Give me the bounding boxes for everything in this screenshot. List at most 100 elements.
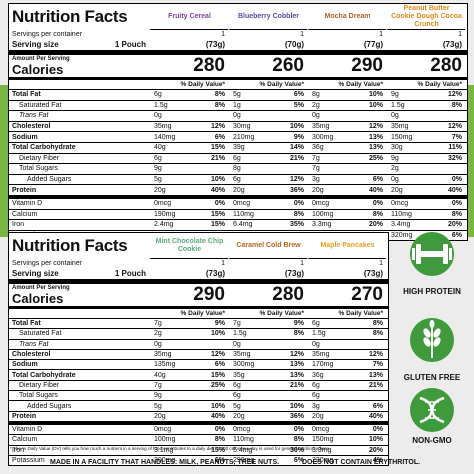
nutrient-amount: 0mcg xyxy=(233,426,251,434)
nutrient-cell: 9g 32% xyxy=(386,153,465,164)
nutrient-dv: 9% xyxy=(214,320,225,328)
nutrient-dv: 8% xyxy=(451,210,462,218)
calories-value: 290 xyxy=(307,55,386,77)
nutrient-dv: 8% xyxy=(372,320,383,328)
nutrient-cell: 210mg 9% xyxy=(228,132,307,142)
nutrient-amount: 8g xyxy=(233,165,241,173)
nutrient-dv: 9% xyxy=(293,133,304,141)
badge-label: GLUTEN FREE xyxy=(403,373,461,382)
nutrient-cell: 3.3mg 20% xyxy=(307,445,386,455)
nutrient-amount: 36g xyxy=(312,371,324,379)
nutrient-cell: 3g 6% xyxy=(307,401,386,411)
nutrient-row: Dietary Fiber 6g 21% 6g 21% 7g 25% 9g 32% xyxy=(9,153,467,165)
nutrient-amount: 190mg xyxy=(154,210,176,218)
nutrient-amount: 5g xyxy=(154,402,162,410)
nutrient-cell: 190mg 15% xyxy=(149,209,228,220)
nutrient-dv: 15% xyxy=(210,210,225,218)
nutrient-cell: 110mg 8% xyxy=(228,435,307,445)
serving-weight: (73g) xyxy=(228,267,307,279)
nutrient-label: Added Sugars xyxy=(27,176,72,184)
nutrient-dv: 8% xyxy=(451,101,462,109)
calories-value: 290 xyxy=(149,284,228,306)
nutrient-amount: 7g xyxy=(154,381,162,389)
nutrient-cell: 150mg 10% xyxy=(307,435,386,445)
nutrient-amount: 300mg xyxy=(233,361,255,369)
nutrient-dv: 12% xyxy=(210,123,225,131)
gmo-icon xyxy=(410,388,454,432)
nutrient-amount: 7g xyxy=(233,320,241,328)
nutrient-amount: 9g xyxy=(391,91,399,99)
nutrient-amount: 8g xyxy=(312,91,320,99)
dv-header-row: % Daily Value*% Daily Value*% Daily Valu… xyxy=(9,309,388,319)
nutrient-dv: 40% xyxy=(368,186,383,194)
nutrient-amount: 5g xyxy=(154,176,162,184)
nutrient-dv: 4% xyxy=(372,457,383,464)
serving-size-value: 1 Pouch xyxy=(114,39,146,49)
nutrient-dv: 8% xyxy=(214,436,225,444)
nutrient-dv: 15% xyxy=(210,221,225,229)
nutrient-amount: 20g xyxy=(233,412,245,420)
erythritol-note: DOES NOT CONTAIN ERYTHRITOL. xyxy=(302,459,421,466)
nutrient-label: Saturated Fat xyxy=(19,330,62,338)
nutrient-cell: 20g 40% xyxy=(307,411,386,421)
nutrient-dv: 0% xyxy=(451,176,462,184)
servings-value: 1 xyxy=(228,30,307,38)
nutrient-cell: 9g 12% xyxy=(386,90,465,100)
nutrient-dv: 7% xyxy=(451,133,462,141)
nutrient-amount: 150mg xyxy=(312,436,334,444)
nutrient-cell: 6g 21% xyxy=(307,380,386,391)
nutrient-row: Added Sugars 5g 10% 6g 12% 3g 6% 0g 0% xyxy=(9,174,467,186)
nutrient-dv: 15% xyxy=(210,144,225,152)
nutrient-cell: 0mcg 0% xyxy=(149,198,228,209)
nutrient-dv: 15% xyxy=(210,371,225,379)
nutrient-dv: 32% xyxy=(447,154,462,162)
nutrient-amount: 30g xyxy=(391,144,403,152)
nutrient-label: Sodium xyxy=(12,133,38,141)
nutrient-amount: 0mcg xyxy=(154,200,172,208)
nutrient-row: Potassium 300mg 6% 290mg 6% 230mg 4% xyxy=(9,455,388,466)
nutrient-cell: 5.4mg 30% xyxy=(228,445,307,455)
nutrient-amount: 0mcg xyxy=(312,200,330,208)
nutrient-dv: 6% xyxy=(214,457,225,464)
nutrient-amount: 0g xyxy=(312,340,320,348)
calories-row: Amount Per Serving Calories 280 260 290 280 xyxy=(9,55,467,80)
nutrient-cell: 6g 21% xyxy=(228,153,307,164)
nutrient-dv: 10% xyxy=(289,123,304,131)
calories-label: Calories xyxy=(12,290,64,306)
nutrient-amount: 39g xyxy=(233,144,245,152)
nutrient-cell: 30g 11% xyxy=(386,142,465,153)
nutrient-amount: 6g xyxy=(233,392,241,400)
nutrient-cell: 7g 9% xyxy=(149,319,228,329)
nutrient-dv: 13% xyxy=(289,371,304,379)
nutrient-dv: 40% xyxy=(447,186,462,194)
serving-size-row: Serving size 1 Pouch (73g) (73g) (73g) xyxy=(9,267,388,284)
nutrient-row: Saturated Fat 2g 10% 1.5g 8% 1.5g 8% xyxy=(9,329,388,340)
dv-header: % Daily Value* xyxy=(307,80,386,89)
nutrient-row: Calcium 190mg 15% 110mg 8% 100mg 8% 110mg 8% xyxy=(9,209,467,221)
nutrient-amount: 35mg xyxy=(154,123,172,131)
nutrient-cell: 7g 9% xyxy=(228,319,307,329)
nutrient-amount: 5g xyxy=(233,402,241,410)
calories-label: Calories xyxy=(12,61,64,77)
nutrient-cell: 8g 10% xyxy=(307,90,386,100)
nutrient-amount: 0g xyxy=(312,112,320,120)
nutrient-amount: 320mg xyxy=(391,232,413,240)
nutrient-cell: 36g 13% xyxy=(307,142,386,153)
nutrient-cell: 6.4mg 35% xyxy=(228,220,307,230)
nutrient-amount: 0g xyxy=(391,176,399,184)
nutrient-amount: 7g xyxy=(154,320,162,328)
nutrient-label: Total Fat xyxy=(12,91,41,99)
nutrient-amount: 150mg xyxy=(391,133,413,141)
product-name: Caramel Cold Brew xyxy=(228,233,307,259)
nutrient-dv: 21% xyxy=(368,381,383,389)
servings-value: 1 xyxy=(149,259,228,267)
nutrient-row: Sodium 135mg 6% 300mg 13% 170mg 7% xyxy=(9,360,388,371)
nutrient-label: Total Carbohydrate xyxy=(12,371,76,379)
nutrient-amount: 0mcg xyxy=(233,200,251,208)
nutrient-row: Iron 3.1mg 15% 5.4mg 30% 3.3mg 20% xyxy=(9,445,388,456)
nutrient-row: Total Fat 7g 9% 7g 9% 6g 8% xyxy=(9,319,388,330)
nutrient-amount: 290mg xyxy=(233,457,255,464)
nutrient-dv: 20% xyxy=(368,221,383,229)
panel-title: Nutrition Facts xyxy=(12,236,128,255)
nutrient-cell: 140mg 6% xyxy=(149,132,228,142)
